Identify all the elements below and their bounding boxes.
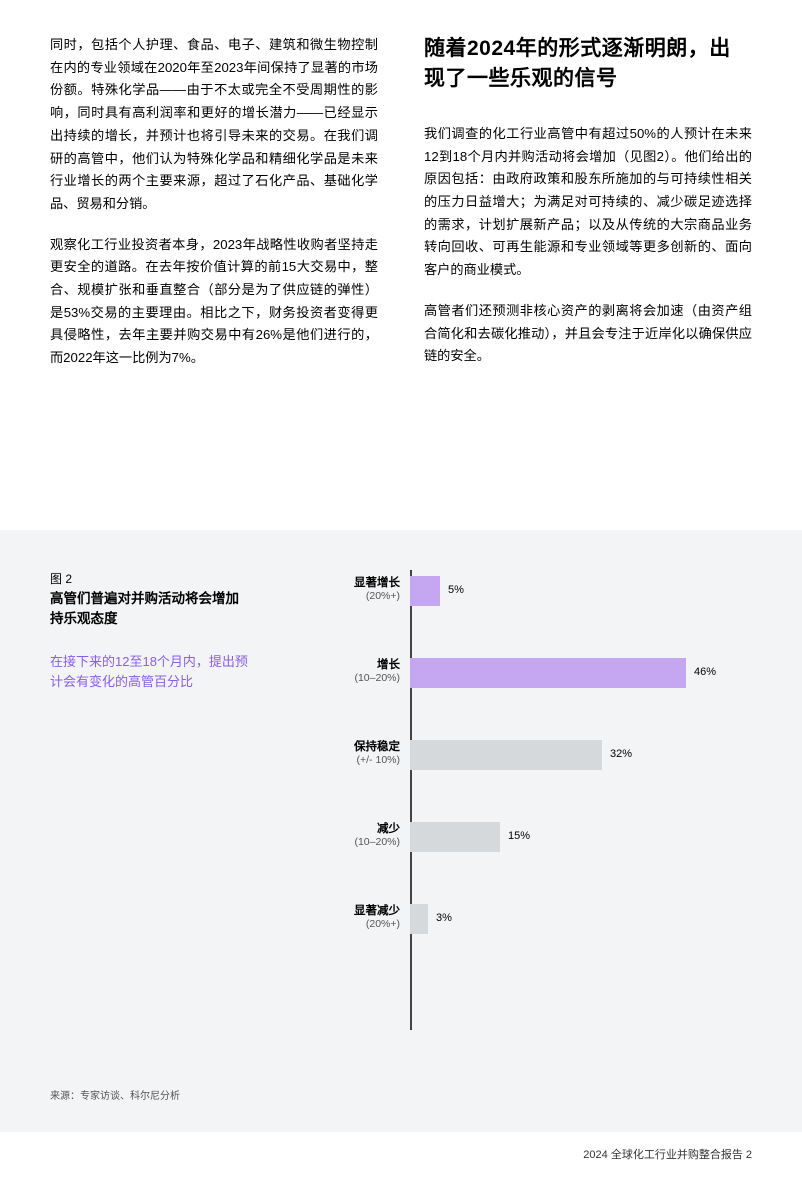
- bar-label-box: 增长(10–20%): [280, 656, 400, 684]
- bar-category-label: 显著减少: [280, 902, 400, 918]
- bar-row: 保持稳定(+/- 10%)32%: [410, 734, 752, 816]
- right-paragraph-2: 高管者们还预测非核心资产的剥离将会加速（由资产组合简化和去碳化推动），并且会专注…: [424, 300, 752, 368]
- bar-category-sublabel: (+/- 10%): [280, 754, 400, 766]
- bar: [410, 904, 428, 934]
- figure-title: 高管们普遍对并购活动将会增加持乐观态度: [50, 589, 250, 630]
- page: 同时，包括个人护理、食品、电子、建筑和微生物控制在内的专业领域在2020年至20…: [0, 0, 802, 1180]
- bar-value-label: 3%: [436, 912, 452, 924]
- bar-category-label: 增长: [280, 656, 400, 672]
- bar-category-label: 保持稳定: [280, 738, 400, 754]
- bar: [410, 822, 500, 852]
- bar-value-label: 46%: [694, 666, 716, 678]
- chart-caption-block: 图 2 高管们普遍对并购活动将会增加持乐观态度 在接下来的12至18个月内，提出…: [50, 570, 250, 1102]
- bar-category-sublabel: (10–20%): [280, 672, 400, 684]
- bar-category-sublabel: (10–20%): [280, 836, 400, 848]
- bar-category-sublabel: (20%+): [280, 590, 400, 602]
- bar-row: 减少(10–20%)15%: [410, 816, 752, 898]
- figure-subtitle: 在接下来的12至18个月内，提出预计会有变化的高管百分比: [50, 652, 250, 692]
- chart-plot: 显著增长(20%+)5%增长(10–20%)46%保持稳定(+/- 10%)32…: [280, 570, 752, 1102]
- bar: [410, 740, 602, 770]
- left-paragraph-2: 观察化工行业投资者本身，2023年战略性收购者坚持走更安全的道路。在去年按价值计…: [50, 234, 378, 370]
- bar-category-sublabel: (20%+): [280, 918, 400, 930]
- left-column: 同时，包括个人护理、食品、电子、建筑和微生物控制在内的专业领域在2020年至20…: [50, 34, 378, 388]
- bar-label-box: 显著减少(20%+): [280, 902, 400, 930]
- bar-row: 显著减少(20%+)3%: [410, 898, 752, 980]
- left-paragraph-1: 同时，包括个人护理、食品、电子、建筑和微生物控制在内的专业领域在2020年至20…: [50, 34, 378, 216]
- right-column: 随着2024年的形式逐渐明朗，出现了一些乐观的信号 我们调查的化工行业高管中有超…: [424, 34, 752, 388]
- chart-source: 来源：专家访谈、科尔尼分析: [50, 1087, 180, 1102]
- bar-label-box: 显著增长(20%+): [280, 574, 400, 602]
- bar: [410, 658, 686, 688]
- chart-section: 图 2 高管们普遍对并购活动将会增加持乐观态度 在接下来的12至18个月内，提出…: [0, 530, 802, 1132]
- bar-value-label: 32%: [610, 748, 632, 760]
- bar: [410, 576, 440, 606]
- bar-value-label: 15%: [508, 830, 530, 842]
- bar-category-label: 减少: [280, 820, 400, 836]
- right-paragraph-1: 我们调查的化工行业高管中有超过50%的人预计在未来12到18个月内并购活动将会增…: [424, 123, 752, 282]
- bar-row: 显著增长(20%+)5%: [410, 570, 752, 652]
- chart-wrap: 图 2 高管们普遍对并购活动将会增加持乐观态度 在接下来的12至18个月内，提出…: [50, 570, 752, 1102]
- upper-text-region: 同时，包括个人护理、食品、电子、建筑和微生物控制在内的专业领域在2020年至20…: [0, 0, 802, 388]
- page-footer: 2024 全球化工行业并购整合报告 2: [583, 1146, 752, 1162]
- bar-value-label: 5%: [448, 584, 464, 596]
- figure-number: 图 2: [50, 570, 250, 587]
- section-heading: 随着2024年的形式逐渐明朗，出现了一些乐观的信号: [424, 34, 752, 95]
- bar-category-label: 显著增长: [280, 574, 400, 590]
- bar-row: 增长(10–20%)46%: [410, 652, 752, 734]
- bar-label-box: 减少(10–20%): [280, 820, 400, 848]
- bar-label-box: 保持稳定(+/- 10%): [280, 738, 400, 766]
- bars-container: 显著增长(20%+)5%增长(10–20%)46%保持稳定(+/- 10%)32…: [410, 570, 752, 980]
